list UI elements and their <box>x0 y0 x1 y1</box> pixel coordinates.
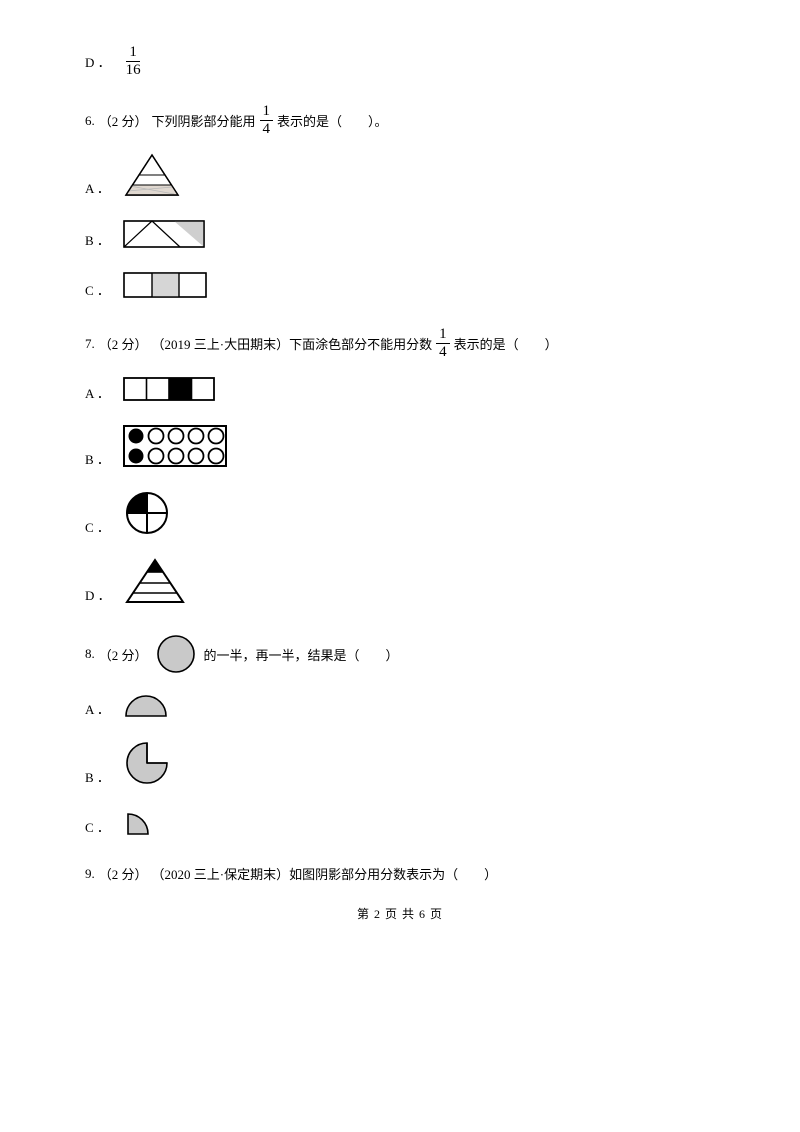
q5-option-d: D ． 1 16 <box>85 45 715 78</box>
question-points: （2 分） <box>99 334 148 353</box>
fraction-icon: 1 4 <box>436 327 450 360</box>
q8-option-a: A ． <box>85 690 715 720</box>
fraction-numerator: 1 <box>436 327 450 344</box>
option-label: D ． <box>85 585 111 606</box>
fraction-numerator: 1 <box>126 45 140 62</box>
option-label: A ． <box>85 178 110 199</box>
question-points: （2 分） <box>99 864 148 883</box>
question-number: 7. <box>85 336 95 352</box>
q6-option-b: B ． <box>85 217 715 251</box>
q8-stem: 8. （2 分） 的一半，再一半，结果是（ ） <box>85 632 715 676</box>
question-text: 的一半，再一半，结果是（ ） <box>204 645 399 664</box>
question-points: （2 分） <box>99 111 148 130</box>
fraction-icon: 1 4 <box>260 104 274 137</box>
option-label: B ． <box>85 767 110 788</box>
option-label: D ． <box>85 52 111 71</box>
q9-stem: 9. （2 分） （2020 三上·保定期末） 如图阴影部分用分数表示为（ ） <box>85 864 715 883</box>
option-label: C ． <box>85 517 110 538</box>
q7-stem: 7. （2 分） （2019 三上·大田期末） 下面涂色部分不能用分数 1 4 … <box>85 327 715 360</box>
q7-option-c: C ． <box>85 488 715 538</box>
option-label: B ． <box>85 230 110 251</box>
question-source: （2019 三上·大田期末） <box>152 334 290 353</box>
q6-option-c: C ． <box>85 269 715 301</box>
rectangle-triangle-icon <box>122 217 208 251</box>
option-label: A ． <box>85 383 110 404</box>
eight-circles-icon <box>122 422 230 470</box>
triangle-hatched-icon <box>122 151 182 199</box>
q6-stem: 6. （2 分） 下列阴影部分能用 1 4 表示的是（ ）。 <box>85 104 715 137</box>
q8-option-c: C ． <box>85 806 715 838</box>
full-circle-icon <box>154 632 198 676</box>
q7-option-b: B ． <box>85 422 715 470</box>
four-part-rect-icon <box>122 374 218 404</box>
option-label: C ． <box>85 817 110 838</box>
page-footer: 第 2 页 共 6 页 <box>85 905 715 922</box>
fraction-denominator: 4 <box>260 121 274 137</box>
question-text: 如图阴影部分用分数表示为（ ） <box>289 864 497 883</box>
option-label: A ． <box>85 699 110 720</box>
fraction-numerator: 1 <box>260 104 274 121</box>
option-label: C ． <box>85 280 110 301</box>
question-source: （2020 三上·保定期末） <box>152 864 290 883</box>
q7-option-d: D ． <box>85 556 715 606</box>
question-number: 8. <box>85 646 95 662</box>
three-quarter-circle-icon <box>122 738 172 788</box>
q8-option-b: B ． <box>85 738 715 788</box>
question-text: 表示的是（ ） <box>454 334 558 353</box>
quarter-circle-icon <box>122 806 156 838</box>
question-text: 下列阴影部分能用 <box>152 111 256 130</box>
fraction-icon: 1 16 <box>123 45 144 78</box>
fraction-denominator: 4 <box>436 344 450 360</box>
option-label: B ． <box>85 449 110 470</box>
three-part-rect-icon <box>122 269 210 301</box>
triangle-top-icon <box>123 556 187 606</box>
circle-quarter-icon <box>122 488 172 538</box>
q6-option-a: A ． <box>85 151 715 199</box>
question-number: 6. <box>85 113 95 129</box>
q7-option-a: A ． <box>85 374 715 404</box>
question-points: （2 分） <box>99 645 148 664</box>
half-circle-icon <box>122 690 170 720</box>
question-text: 下面涂色部分不能用分数 <box>289 334 432 353</box>
fraction-denominator: 16 <box>123 62 144 78</box>
question-number: 9. <box>85 866 95 882</box>
page-container: D ． 1 16 6. （2 分） 下列阴影部分能用 1 4 表示的是（ ）。 … <box>0 0 800 952</box>
question-text: 表示的是（ ）。 <box>277 111 388 130</box>
